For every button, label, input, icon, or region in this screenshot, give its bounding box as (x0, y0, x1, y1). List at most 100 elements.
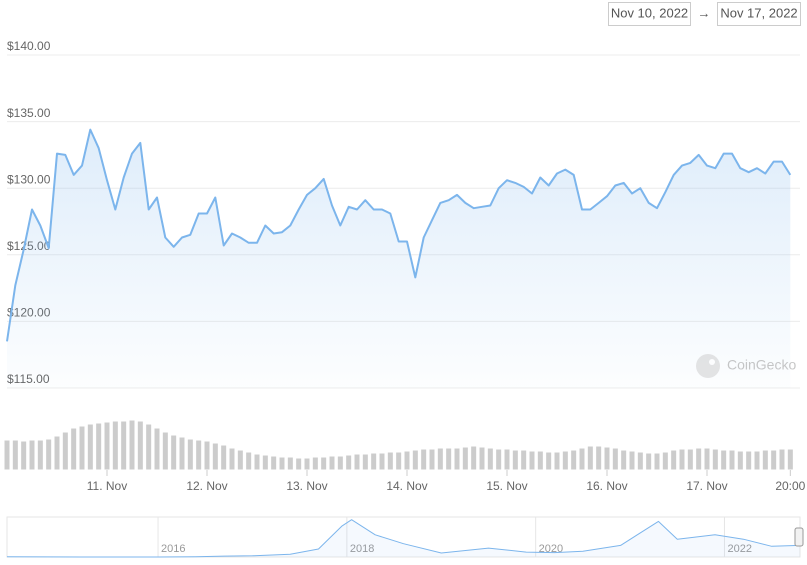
volume-bar (528, 450, 536, 471)
volume-bar (536, 450, 544, 471)
volume-bar (520, 449, 528, 471)
volume-bar (228, 447, 236, 471)
price-line (6, 128, 792, 342)
watermark-text: CoinGecko (727, 357, 796, 373)
volume-bar (428, 448, 436, 471)
navigator: 2016 2018 2020 2022 (6, 517, 801, 558)
volume-bar (320, 456, 328, 471)
volume-bar (236, 449, 244, 471)
volume-bar (470, 445, 478, 471)
volume-bar (436, 447, 444, 471)
volume-bar (720, 449, 728, 471)
volume-bar (78, 425, 86, 471)
volume-bar (253, 453, 261, 471)
volume-bar (336, 455, 344, 471)
volume-bar (145, 423, 153, 471)
volume-bar (620, 449, 628, 471)
volume-bar (511, 449, 519, 471)
volume-bar (786, 448, 794, 471)
volume-bar (111, 420, 119, 471)
volume-bar (695, 447, 703, 471)
volume-bar (153, 427, 161, 471)
date-to-box[interactable] (717, 2, 801, 26)
volume-bar (628, 450, 636, 471)
y-tick-label: $130.00 (7, 172, 51, 186)
volume-bar (745, 450, 753, 471)
x-tick-label: 17. Nov (686, 479, 727, 493)
date-to[interactable]: Nov 17, 2022 (720, 5, 797, 20)
volume-bar (311, 456, 319, 471)
volume-bar (728, 449, 736, 471)
navigator-tick-label: 2022 (727, 543, 751, 555)
volume-bar (286, 456, 294, 471)
price-chart: $115.00$120.00$125.00$130.00$135.00$140.… (3, 39, 806, 493)
volume-bar (95, 422, 103, 471)
volume-bar (70, 427, 78, 471)
date-from[interactable]: Nov 10, 2022 (611, 5, 688, 20)
volume-bar (478, 446, 486, 471)
volume-bar (678, 448, 686, 471)
volume-bar (353, 453, 361, 471)
volume-bar (45, 438, 53, 471)
volume-bar (11, 439, 19, 471)
volume-bar (120, 420, 128, 471)
volume-bar (545, 451, 553, 471)
navigator-handle[interactable] (794, 527, 804, 547)
range-separator: → (698, 5, 711, 20)
navigator-area (7, 519, 800, 557)
volume-bar (3, 439, 11, 471)
volume-bar (203, 440, 211, 471)
volume-bar (653, 452, 661, 471)
x-tick-label: 15. Nov (486, 479, 527, 493)
volume-bar (686, 448, 694, 471)
navigator-tick-label: 2020 (539, 543, 563, 555)
volume-bar (211, 442, 219, 471)
volume-bar (103, 421, 111, 471)
navigator-tick-label: 2016 (161, 543, 185, 555)
watermark-logo-eye (709, 359, 715, 365)
watermark: CoinGecko (696, 354, 796, 378)
volume-bar (328, 455, 336, 471)
date-from-box[interactable] (608, 2, 691, 26)
volume-bar (170, 434, 178, 471)
volume-bar (378, 452, 386, 471)
x-tick-label: 16. Nov (586, 479, 627, 493)
volume-bar (461, 446, 469, 471)
volume-bar (603, 446, 611, 471)
navigator-tick-label: 2018 (350, 543, 374, 555)
volume-bar (761, 449, 769, 471)
volume-bar (386, 451, 394, 471)
volume-bar (561, 450, 569, 471)
volume-bar (670, 449, 678, 471)
volume-bar (570, 449, 578, 471)
volume-bar (136, 420, 144, 471)
x-tick-label: 11. Nov (87, 479, 127, 493)
volume-bar (395, 451, 403, 471)
volume-bar (645, 452, 653, 471)
volume-bar (453, 447, 461, 471)
watermark-logo (696, 354, 720, 378)
volume-bar (270, 455, 278, 471)
volume-bar (636, 451, 644, 471)
volume-bar (295, 457, 303, 471)
volume-bar (220, 444, 228, 471)
volume-bar (595, 445, 603, 471)
volume-bar (278, 456, 286, 471)
volume-bar (345, 454, 353, 471)
volume-bar (161, 431, 169, 471)
volume-bar (711, 448, 719, 471)
volume-bar (53, 435, 61, 471)
volume-bar (586, 445, 594, 471)
y-tick-label: $135.00 (7, 106, 51, 120)
volume-bar (736, 450, 744, 471)
x-tick-label: 20:00 (775, 479, 805, 493)
volume-bar (128, 419, 136, 471)
volume-bar (445, 447, 453, 471)
volume-bar (420, 448, 428, 471)
volume-bar (370, 452, 378, 471)
volume-bar (195, 439, 203, 471)
volume-bar (753, 450, 761, 471)
volume-bar (303, 457, 311, 471)
volume-bar (778, 448, 786, 471)
volume-bar (361, 453, 369, 471)
